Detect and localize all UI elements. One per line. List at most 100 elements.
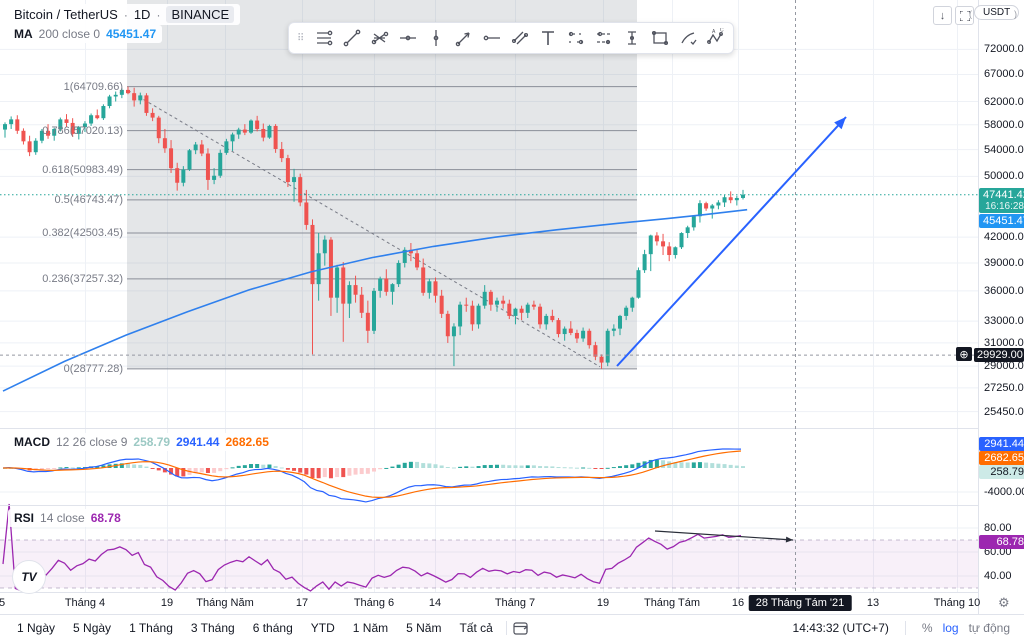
ma-value: 45451.47 — [106, 27, 157, 41]
chart-canvas[interactable] — [0, 0, 1024, 614]
price-tick-label: 72000.00 — [984, 43, 1024, 56]
fib-level-label: 0.618(50983.49) — [42, 163, 123, 176]
log-scale-button[interactable]: log — [942, 621, 959, 635]
price-axis[interactable]: 72000.00 67000.00 62000.00 58000.00 54000.00… — [978, 0, 1024, 614]
rsi-tick-label: 80.00 — [984, 522, 1012, 534]
time-axis-settings-gear-icon[interactable]: ⚙ — [998, 595, 1010, 610]
time-tick-label: Tháng Năm — [196, 597, 254, 609]
horizontal-line-tool-button[interactable] — [395, 25, 421, 51]
range-button[interactable]: YTD — [310, 621, 335, 635]
vertical-line-tool-button[interactable] — [423, 25, 449, 51]
down-arrow-icon: ↓ — [939, 9, 946, 22]
maximize-pane-button[interactable] — [955, 6, 974, 25]
tradingview-logo[interactable]: TV — [12, 560, 46, 594]
pitchfork-tool-button[interactable] — [367, 25, 393, 51]
macd-line-badge: 2941.44 — [979, 437, 1024, 451]
add-alert-plus-button[interactable]: ⊕ — [956, 347, 972, 361]
candlestick-series — [3, 86, 745, 369]
collapse-pane-button[interactable]: ↓ — [933, 6, 952, 25]
price-tick-label: 27250.00 — [984, 381, 1024, 394]
trend-line-tool-button[interactable] — [339, 25, 365, 51]
horizontal-ray-icon — [483, 35, 501, 41]
bottom-toolbar: 1 Ngày 5 Ngày 1 Tháng 3 Tháng 6 tháng YTD 1 Nă… — [0, 614, 1024, 640]
time-axis[interactable]: 28 Tháng Tám '21 5 Tháng 4 19 Tháng Năm 17 Th… — [0, 592, 981, 615]
parallel-channel-tool-button[interactable] — [507, 25, 533, 51]
range-button[interactable]: Tất cả — [459, 621, 493, 635]
macd-axis-tick: -4000.00 — [984, 486, 1024, 498]
auto-scale-button[interactable]: tự động — [968, 621, 1010, 635]
text-icon — [542, 31, 555, 45]
range-button[interactable]: 5 Ngày — [73, 621, 112, 635]
bar-countdown: 16:16:28 — [985, 201, 1024, 212]
fib-extension-tool-button[interactable] — [591, 25, 617, 51]
exchange-label[interactable]: BINANCE — [166, 6, 235, 23]
time-tick-label: 19 — [596, 597, 610, 609]
time-tick-label: 16 — [731, 597, 745, 609]
horizontal-ray-tool-button[interactable] — [479, 25, 505, 51]
fib-retracement-tool-button[interactable] — [311, 25, 337, 51]
macd-line — [2, 448, 742, 503]
rectangle-tool-button[interactable] — [647, 25, 673, 51]
currency-unit-label: USDT — [983, 7, 1011, 18]
rsi-legend[interactable]: RSI 14 close 68.78 — [8, 509, 127, 527]
time-tick-label: Tháng 10 — [933, 597, 981, 609]
range-button[interactable]: 1 Năm — [352, 621, 389, 635]
crosshair — [0, 0, 978, 592]
time-tick-label: 19 — [160, 597, 174, 609]
price-tick-label: 54000.00 — [984, 143, 1024, 156]
fib-speed-fan-tool-button[interactable] — [563, 25, 589, 51]
toolbar-drag-handle[interactable]: ⠿ — [297, 32, 306, 44]
interval-label[interactable]: 1D — [133, 7, 151, 22]
symbol-title[interactable]: Bitcoin / TetherUS — [14, 7, 118, 22]
range-button[interactable]: 1 Tháng — [129, 621, 173, 635]
toolbar-divider2 — [904, 621, 906, 635]
current-price-badge: 47441.42 16:16:28 — [979, 188, 1024, 213]
rectangle-icon — [652, 30, 669, 46]
percent-scale-button[interactable]: % — [921, 621, 933, 635]
currency-unit-button[interactable]: USDT — [974, 5, 1020, 20]
fib-retracement — [127, 0, 637, 370]
pill-left-mark: ( — [969, 9, 972, 19]
price-range-tool-button[interactable] — [619, 25, 645, 51]
symbol-legend[interactable]: Bitcoin / TetherUS · 1D · BINANCE — [8, 4, 241, 25]
legend-separator2: · — [156, 7, 161, 22]
macd-hist-value: 258.79 — [133, 435, 171, 449]
rsi-value: 68.78 — [90, 511, 121, 525]
scale-controls: 14:43:32 (UTC+7) % log tự động — [793, 621, 1024, 635]
go-to-date-calendar-icon[interactable] — [513, 621, 530, 636]
price-tick-label: 58000.00 — [984, 118, 1024, 131]
fib-speed-fan-icon — [569, 31, 584, 45]
vertical-line-icon — [433, 30, 439, 46]
price-range-icon — [628, 31, 637, 45]
price-tick-label: 36000.00 — [984, 284, 1024, 297]
range-button[interactable]: 5 Năm — [406, 621, 442, 635]
price-tick-label: 39000.00 — [984, 256, 1024, 269]
ma-legend[interactable]: MA 200 close 0 45451.47 — [8, 25, 163, 43]
time-tick-label: Tháng 6 — [353, 597, 395, 609]
rsi-value-badge: 68.78 — [979, 535, 1024, 549]
macd-legend[interactable]: MACD 12 26 close 9 258.79 2941.44 2682.6… — [8, 433, 275, 451]
time-tick-label: 13 — [866, 597, 880, 609]
price-tick-label: 29000.00 — [984, 360, 1024, 373]
trend-line-icon — [343, 29, 361, 47]
rsi-name: RSI — [14, 511, 35, 525]
ma-200-line — [2, 208, 748, 392]
svg-text:C: C — [720, 28, 724, 34]
legend-separator: · — [123, 7, 128, 22]
price-tick-label: 62000.00 — [984, 95, 1024, 108]
brush-tool-button[interactable] — [675, 25, 701, 51]
time-tick-label: 17 — [295, 597, 309, 609]
price-tick-label: 33000.00 — [984, 315, 1024, 328]
rsi-params: 14 close — [40, 511, 85, 525]
ma-price-badge: 45451.47 — [979, 214, 1024, 228]
arrow-tool-button[interactable] — [451, 25, 477, 51]
range-button[interactable]: 1 Ngày — [17, 621, 56, 635]
range-button[interactable]: 3 Tháng — [190, 621, 235, 635]
pill-right-mark: ) — [1014, 9, 1017, 19]
text-tool-button[interactable] — [535, 25, 561, 51]
rsi-trendline-drawing — [654, 530, 794, 543]
time-tick-label: Tháng 7 — [494, 597, 536, 609]
range-button[interactable]: 6 tháng — [252, 621, 293, 635]
fib-retracement-icon — [317, 30, 333, 46]
